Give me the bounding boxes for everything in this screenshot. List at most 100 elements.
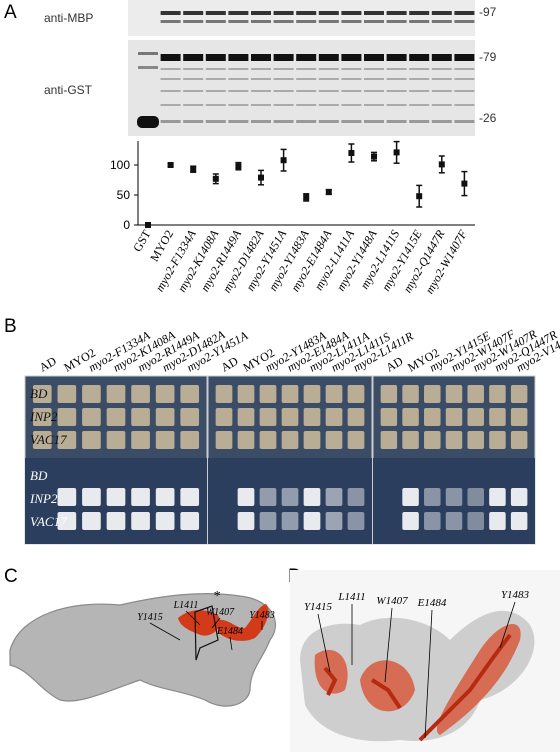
blot-band	[205, 90, 226, 92]
yeast-spot	[445, 512, 463, 530]
leader-line	[229, 636, 233, 651]
yeast-spot	[347, 488, 365, 506]
blot-band	[409, 11, 430, 15]
residue-label: Y1483	[249, 610, 275, 621]
yeast-spot	[325, 431, 343, 449]
yeast-spot	[303, 431, 321, 449]
blot-band	[183, 120, 204, 123]
panel-label: A	[4, 2, 17, 23]
yeast-spot	[445, 408, 463, 426]
point	[371, 153, 377, 160]
blot-band	[137, 116, 159, 128]
yeast-spot	[445, 488, 463, 506]
blot-band	[431, 120, 452, 123]
blot-band	[431, 104, 452, 106]
blot-band	[228, 11, 249, 15]
blot-band	[251, 104, 271, 106]
blot-band	[205, 20, 226, 23]
y-tick-label: 100	[110, 158, 130, 172]
blot-band	[228, 54, 249, 61]
blot-band	[296, 78, 317, 80]
yeast-spot	[325, 408, 343, 426]
blot-label: anti-GST	[44, 83, 93, 97]
yeast-spot	[131, 488, 150, 506]
blot-band	[364, 78, 384, 80]
point	[325, 189, 332, 195]
yeast-spot	[82, 408, 101, 426]
residue-label: Y1415	[137, 612, 163, 623]
size-marker: -26	[479, 111, 497, 125]
yeast-spot	[489, 488, 506, 506]
blot-band	[409, 20, 430, 23]
yeast-spot	[237, 512, 255, 530]
blot-band	[205, 104, 226, 106]
yeast-spot	[215, 408, 233, 426]
yeast-spot	[106, 512, 126, 530]
blot-band	[183, 104, 204, 106]
blot-band	[364, 104, 384, 106]
blot-band	[138, 52, 158, 55]
blot-band	[251, 90, 271, 92]
blot-band	[183, 20, 204, 23]
size-marker: -97	[479, 5, 497, 19]
blot-band	[341, 54, 362, 61]
blot-band	[409, 54, 430, 61]
leader-line	[384, 607, 393, 683]
blot-band	[386, 20, 407, 23]
yeast-spot	[325, 512, 343, 530]
yeast-spot	[82, 431, 101, 449]
yeast-spot	[424, 512, 441, 530]
point	[167, 162, 174, 168]
yeast-spot	[424, 408, 441, 426]
yeast-spot	[424, 385, 441, 403]
yeast-spot	[281, 385, 299, 403]
yeast-spot	[32, 408, 52, 426]
blot-band	[228, 120, 249, 123]
blot-band	[183, 90, 204, 92]
blot-band	[364, 120, 384, 123]
blot-band	[296, 11, 317, 15]
panel-label: C	[4, 566, 18, 587]
blot-band	[228, 78, 249, 80]
residue-label: E1484	[417, 597, 447, 609]
blot-band	[409, 68, 430, 70]
blot-band	[409, 78, 430, 80]
yeast-spot	[489, 512, 506, 530]
blot-band	[386, 90, 407, 92]
blot-band	[251, 120, 271, 123]
point	[393, 149, 400, 156]
yeast-spot	[259, 431, 277, 449]
blot-band	[296, 20, 317, 23]
yeast-spot	[303, 488, 321, 506]
size-marker: -79	[479, 50, 497, 64]
yeast-spot	[467, 385, 484, 403]
yeast-spot	[57, 512, 77, 530]
residue-label: L1411	[173, 600, 199, 611]
blot-band	[228, 20, 249, 23]
blot-band	[318, 11, 339, 15]
yeast-spot	[106, 431, 126, 449]
yeast-spot	[32, 431, 52, 449]
blot-band	[341, 11, 362, 15]
yeast-spot	[445, 431, 463, 449]
blot-band	[341, 78, 362, 80]
blot-band	[183, 11, 204, 15]
yeast-spot	[82, 488, 101, 506]
yeast-spot	[155, 408, 175, 426]
yeast-spot	[237, 431, 255, 449]
yeast-spot	[237, 488, 255, 506]
yeast-spot	[347, 385, 365, 403]
row-label: VAC17	[30, 432, 67, 447]
blot-band	[296, 68, 317, 70]
point	[190, 166, 197, 173]
blot-band	[296, 120, 317, 123]
blot-band	[431, 11, 452, 15]
blot-band	[454, 11, 475, 15]
yeast-spot	[380, 431, 398, 449]
yeast-spot	[325, 385, 343, 403]
blot-band	[228, 68, 249, 70]
outline	[194, 605, 219, 661]
blot-band	[386, 120, 407, 123]
yeast-spot	[380, 385, 398, 403]
yeast-spot	[510, 512, 528, 530]
